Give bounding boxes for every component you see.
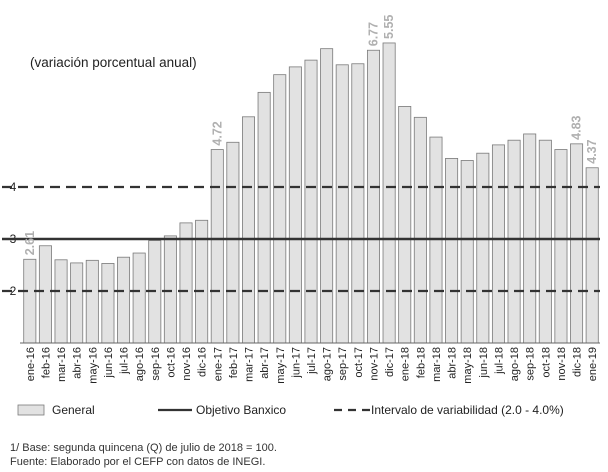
- legend-label-objetivo: Objetivo Banxico: [196, 403, 286, 417]
- bar-feb-16: [38, 245, 52, 344]
- footnote-base: 1/ Base: segunda quincena (Q) de julio d…: [10, 442, 277, 454]
- legend-label-general: General: [52, 403, 95, 417]
- x-tick-label: ene-16: [25, 347, 37, 381]
- x-tick-label: ago-17: [322, 347, 334, 381]
- x-tick-label: nov-18: [556, 347, 568, 381]
- x-tick-label: mar-18: [431, 347, 443, 382]
- x-tick-label: feb-17: [228, 347, 240, 378]
- legend-label-intervalo: Intervalo de variabilidad (2.0 - 4.0%): [371, 403, 564, 417]
- x-tick-label: ene-17: [212, 347, 224, 381]
- bar-mar-17: [242, 116, 255, 344]
- x-axis-tick-labels: ene-16 feb-16 mar-16 abr-16 may-16 jun-16 jul-…: [25, 347, 599, 384]
- bar-may-17: [273, 74, 287, 344]
- x-tick-label: ago-16: [134, 347, 146, 381]
- x-tick-label: jul-17: [306, 347, 318, 375]
- bar-sep-17: [335, 64, 349, 344]
- data-label-nov-17: 6.77: [366, 22, 380, 46]
- x-tick-label: jun-18: [478, 347, 490, 379]
- x-tick-label: mar-16: [56, 347, 68, 382]
- x-tick-label: feb-18: [415, 347, 427, 378]
- bar-abr-17: [257, 91, 271, 344]
- x-tick-label: jul-18: [493, 347, 505, 375]
- x-tick-label: nov-16: [181, 347, 193, 381]
- x-tick-label: abr-17: [259, 347, 271, 379]
- x-tick-label: ene-18: [400, 347, 412, 381]
- data-label-ene-16: 2.61: [23, 231, 37, 255]
- bar-mar-16: [54, 259, 68, 344]
- x-tick-label: jun-17: [290, 347, 302, 379]
- x-tick-label: sep-17: [337, 347, 349, 381]
- bar-ene-16: [23, 258, 37, 344]
- x-tick-label: abr-16: [72, 347, 84, 379]
- x-tick-label: sep-18: [525, 347, 537, 381]
- bar-may-16: [85, 259, 99, 344]
- bar-feb-18: [413, 116, 427, 344]
- x-tick-label: ene-19: [587, 347, 599, 381]
- bar-ago-18: [507, 139, 521, 344]
- bar-ago-17: [320, 48, 334, 344]
- bar-feb-17: [226, 141, 240, 344]
- bar-ene-18: [398, 106, 412, 344]
- data-label-dic-18: 4.83: [570, 115, 584, 139]
- x-tick-label: oct-18: [540, 347, 552, 378]
- chart-subtitle: (variación porcentual anual): [30, 55, 197, 70]
- y-tick-label: 2: [10, 284, 17, 298]
- bar-oct-16: [163, 235, 177, 344]
- bars-group: [23, 42, 599, 344]
- y-tick-label: 4: [10, 180, 17, 194]
- bar-dic-18: [570, 143, 584, 344]
- reference-lines: [2, 185, 600, 293]
- x-tick-label: nov-17: [368, 347, 380, 381]
- x-tick-label: feb-16: [40, 347, 52, 378]
- x-tick-label: oct-16: [165, 347, 177, 378]
- x-tick-label: dic-17: [384, 347, 396, 377]
- bar-jun-16: [101, 263, 115, 344]
- x-tick-label: oct-17: [353, 347, 365, 378]
- bar-jun-17: [288, 66, 302, 344]
- data-labels: 2.61 4.72 6.77 5.55 4.834.37: [23, 15, 599, 256]
- x-tick-label: dic-18: [572, 347, 584, 377]
- bar-nov-18: [554, 149, 568, 344]
- bar-ene-17: [210, 149, 224, 344]
- data-label-ene-19: 4.37: [585, 139, 599, 163]
- bar-oct-18: [538, 139, 552, 344]
- bar-ene-19: [585, 167, 599, 344]
- data-label-ene-17: 4.72: [210, 121, 224, 145]
- inflation-bar-chart: (variación porcentual anual) 234 2.614.7…: [2, 15, 600, 417]
- footnote-source: Fuente: Elaborado por el CEFP con datos …: [10, 456, 266, 468]
- x-tick-label: ago-18: [509, 347, 521, 381]
- x-tick-label: mar-17: [244, 347, 256, 382]
- x-tick-label: dic-16: [197, 347, 209, 377]
- bar-dic-17: [382, 42, 396, 344]
- bar-jun-18: [476, 152, 490, 344]
- bar-nov-16: [179, 222, 193, 344]
- x-tick-label: abr-18: [447, 347, 459, 379]
- legend: General Objetivo Banxico Intervalo de vari…: [17, 403, 564, 417]
- bar-jul-16: [117, 256, 131, 344]
- x-tick-label: may-16: [87, 347, 99, 384]
- bar-nov-17: [366, 49, 380, 344]
- bar-ago-16: [132, 252, 146, 344]
- bar-jul-17: [304, 59, 318, 344]
- bar-abr-16: [70, 262, 84, 344]
- x-tick-label: sep-16: [150, 347, 162, 381]
- x-tick-label: jul-16: [119, 347, 131, 375]
- x-tick-label: may-18: [462, 347, 474, 384]
- data-label-dic-17: 5.55: [382, 15, 396, 39]
- bar-oct-17: [351, 63, 365, 344]
- legend-swatch-general: [17, 404, 45, 416]
- bar-jul-18: [491, 144, 505, 344]
- x-tick-label: may-17: [275, 347, 287, 384]
- x-tick-label: jun-16: [103, 347, 115, 379]
